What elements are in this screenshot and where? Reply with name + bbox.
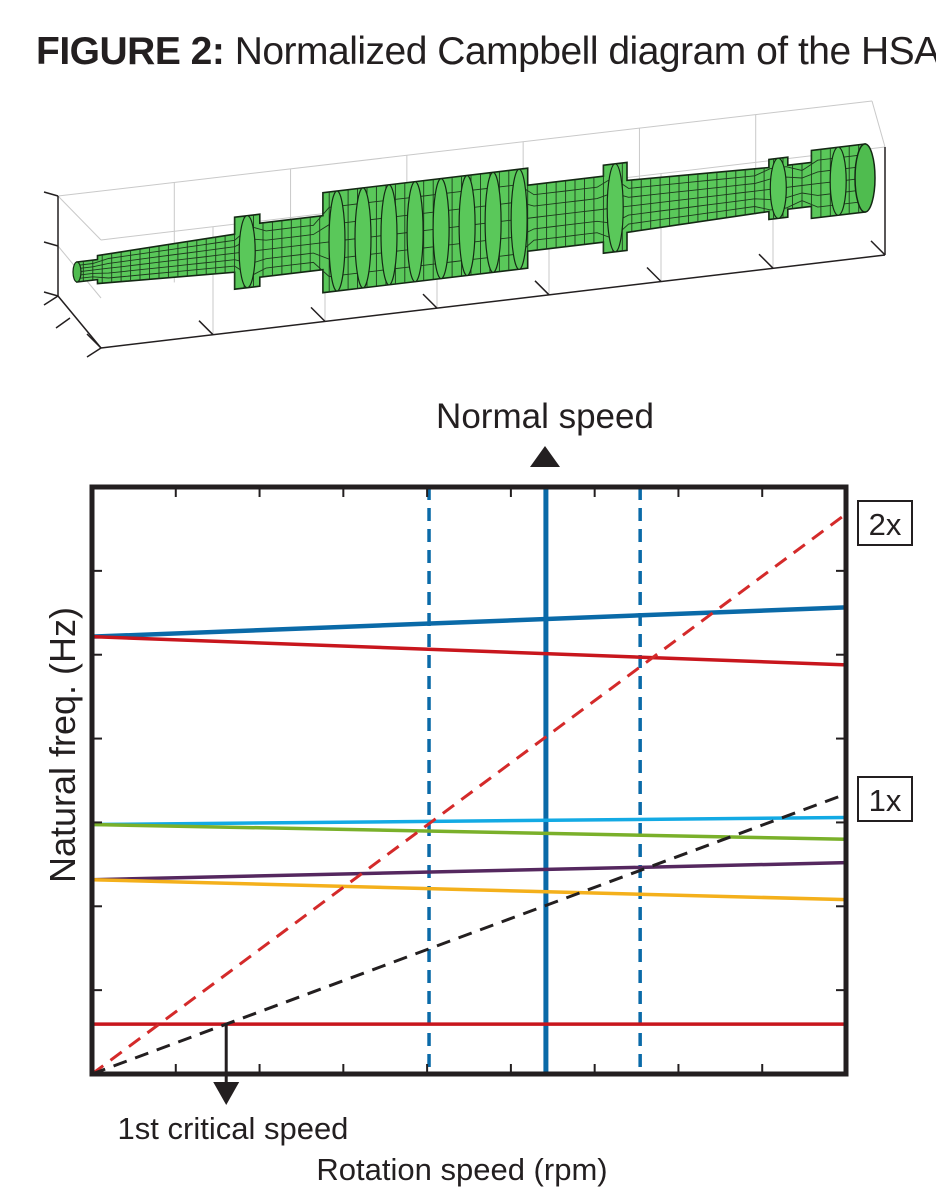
series-layer <box>91 487 847 1076</box>
mode-line-1 <box>91 634 847 667</box>
first-critical-arrowhead <box>213 1082 240 1105</box>
mode-line-0 <box>91 605 847 639</box>
legend-2x-box <box>857 500 913 546</box>
legend-1x-label: 1x <box>869 783 902 818</box>
rotor-model-3d <box>43 100 886 358</box>
y-axis-ticks <box>92 487 846 1074</box>
figure-title-text: Normalized Campbell diagram of the HSAT <box>234 30 936 73</box>
x-axis-label: Rotation speed (rpm) <box>316 1152 607 1187</box>
mode-line-4 <box>91 860 847 882</box>
mode-line-5 <box>91 877 847 902</box>
figure-title-prefix: FIGURE 2: <box>36 30 225 73</box>
mode-line-2 <box>91 815 847 827</box>
plot-frame <box>89 484 849 1077</box>
legend-2x-label: 2x <box>869 507 902 542</box>
legend-2x: 2x <box>857 500 913 546</box>
legend-1x-box <box>857 776 913 822</box>
excitation-line-2x <box>91 512 847 1076</box>
first-critical-speed-label: 1st critical speed <box>118 1111 349 1146</box>
overlay-layer <box>213 1024 240 1105</box>
normal-speed-label: Normal speed <box>436 397 654 436</box>
rotor-disks <box>238 146 847 292</box>
y-axis-label: Natural freq. (Hz) <box>42 607 83 883</box>
legend-1x: 1x <box>857 776 913 822</box>
normal-speed-annotation: Normal speed <box>436 397 654 467</box>
mode-line-3 <box>91 822 847 841</box>
normal-speed-arrowhead <box>530 446 560 467</box>
rotor-end-face <box>854 143 876 213</box>
excitation-line-1x <box>91 792 847 1076</box>
rotor-start-face <box>72 261 82 283</box>
figure-title: FIGURE 2: Normalized Campbell diagram of… <box>36 30 936 74</box>
rotor-box-axes <box>43 147 886 358</box>
